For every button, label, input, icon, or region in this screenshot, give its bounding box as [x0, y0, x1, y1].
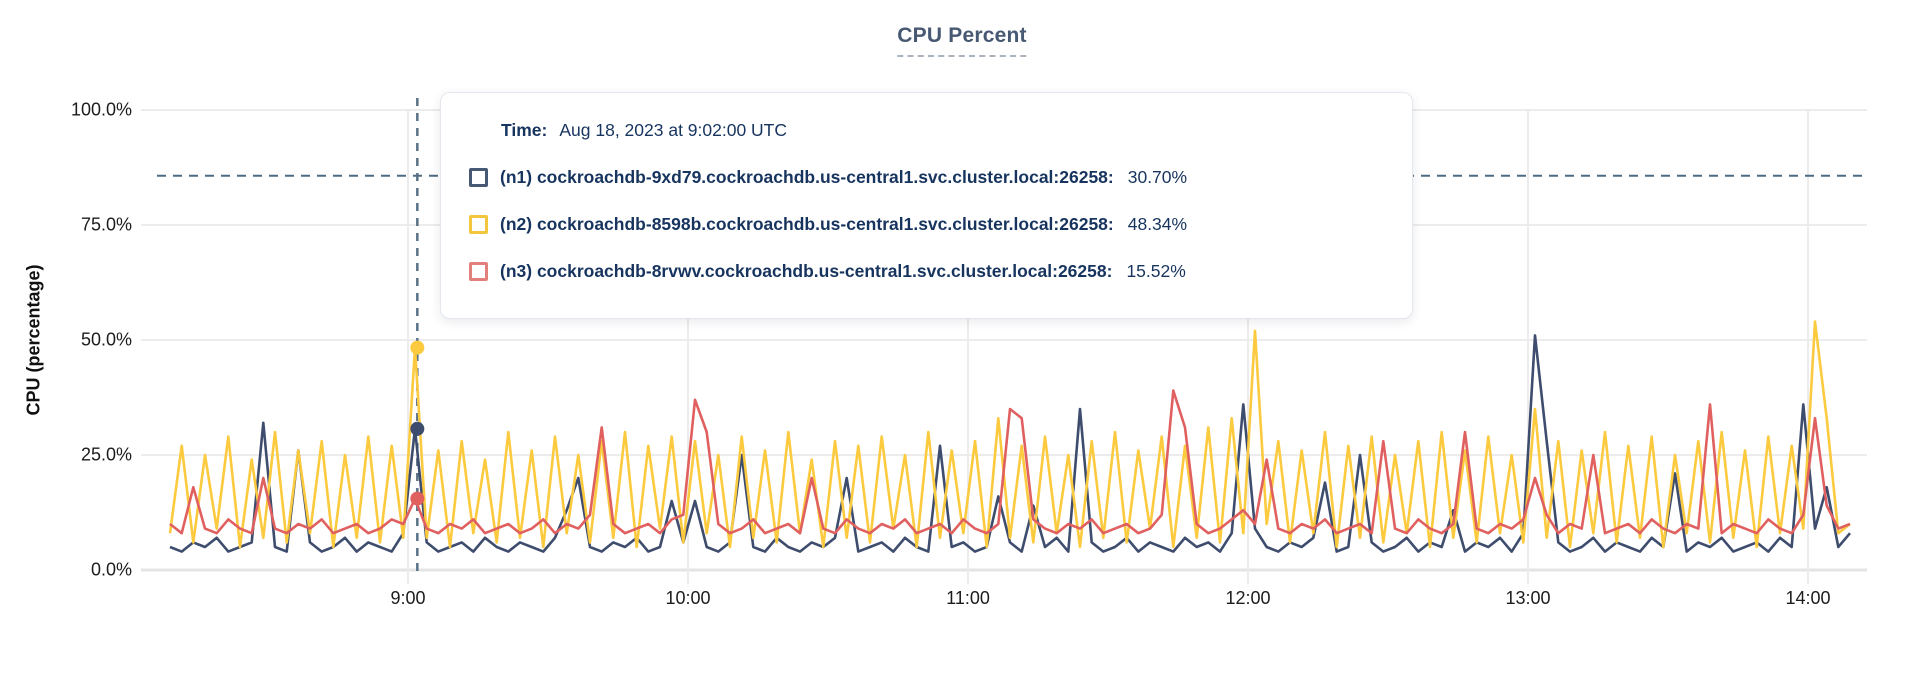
x-tick-label: 11:00	[946, 588, 990, 608]
series-n1-swatch-icon	[469, 167, 488, 187]
y-tick-label: 75.0%	[80, 214, 132, 235]
y-tick-label: 25.0%	[80, 444, 132, 465]
series-line-n3	[169, 389, 1851, 535]
y-tick-label: 0.0%	[90, 559, 132, 580]
series-line-n2	[168, 320, 1851, 549]
chart-title: CPU Percent	[897, 24, 1027, 57]
tooltip-series-value: 15.52%	[1126, 260, 1186, 281]
tooltip-series-row: (n1) cockroachdb-9xd79.cockroachdb.us-ce…	[469, 164, 1382, 190]
chart-hover-tooltip: Time: Aug 18, 2023 at 9:02:00 UTC (n1) co…	[440, 92, 1413, 319]
tooltip-time-row: Time: Aug 18, 2023 at 9:02:00 UTC	[501, 117, 1382, 143]
x-tick-label: 9:00	[390, 588, 426, 608]
x-tick-label: 12:00	[1225, 588, 1271, 608]
y-tick-label: 100.0%	[70, 99, 132, 120]
tooltip-series-row: (n3) cockroachdb-8rvwv.cockroachdb.us-ce…	[469, 258, 1382, 284]
tooltip-series-label: (n3) cockroachdb-8rvwv.cockroachdb.us-ce…	[500, 260, 1113, 281]
x-tick-label: 10:00	[665, 588, 711, 608]
tooltip-series-label: (n1) cockroachdb-9xd79.cockroachdb.us-ce…	[500, 166, 1114, 187]
tooltip-time-label: Time:	[501, 120, 548, 140]
tooltip-series-row: (n2) cockroachdb-8598b.cockroachdb.us-ce…	[469, 211, 1382, 237]
x-tick-label: 13:00	[1505, 588, 1551, 608]
series-n2-swatch-icon	[469, 214, 488, 234]
x-tick-label: 14:00	[1785, 588, 1831, 608]
series-n3-swatch-icon	[469, 261, 488, 281]
tooltip-series-value: 30.70%	[1127, 166, 1188, 187]
tooltip-series-label: (n2) cockroachdb-8598b.cockroachdb.us-ce…	[500, 213, 1114, 234]
tooltip-series-value: 48.34%	[1127, 213, 1188, 234]
y-tick-label: 50.0%	[80, 329, 132, 350]
hover-point-n3	[410, 491, 425, 506]
hover-point-n2	[410, 340, 425, 355]
tooltip-time-value: Aug 18, 2023 at 9:02:00 UTC	[559, 120, 788, 140]
hover-point-n1	[410, 421, 425, 436]
